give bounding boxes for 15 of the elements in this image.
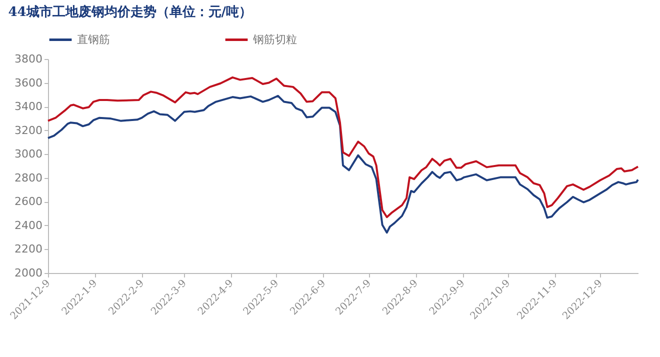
y-tick-label: 3400: [14, 100, 42, 114]
y-tick-label: 3800: [14, 52, 42, 66]
y-tick-label: 3200: [14, 124, 42, 137]
y-tick-label: 2800: [14, 171, 42, 184]
y-tick-label: 2000: [14, 266, 42, 280]
y-tick-label: 2600: [14, 195, 42, 208]
line-series: [47, 94, 639, 234]
y-tick-label: 3000: [14, 148, 42, 161]
chart-title: 44城市工地废钢均价走势（单位：元/吨）: [8, 4, 252, 20]
legend-label: 直钢筋: [77, 32, 110, 46]
y-tick-label: 3600: [14, 76, 42, 90]
legend-label: 钢筋切粒: [252, 32, 297, 46]
line-series: [47, 76, 639, 218]
y-tick-label: 2400: [14, 218, 42, 232]
y-tick-label: 2200: [14, 242, 42, 256]
